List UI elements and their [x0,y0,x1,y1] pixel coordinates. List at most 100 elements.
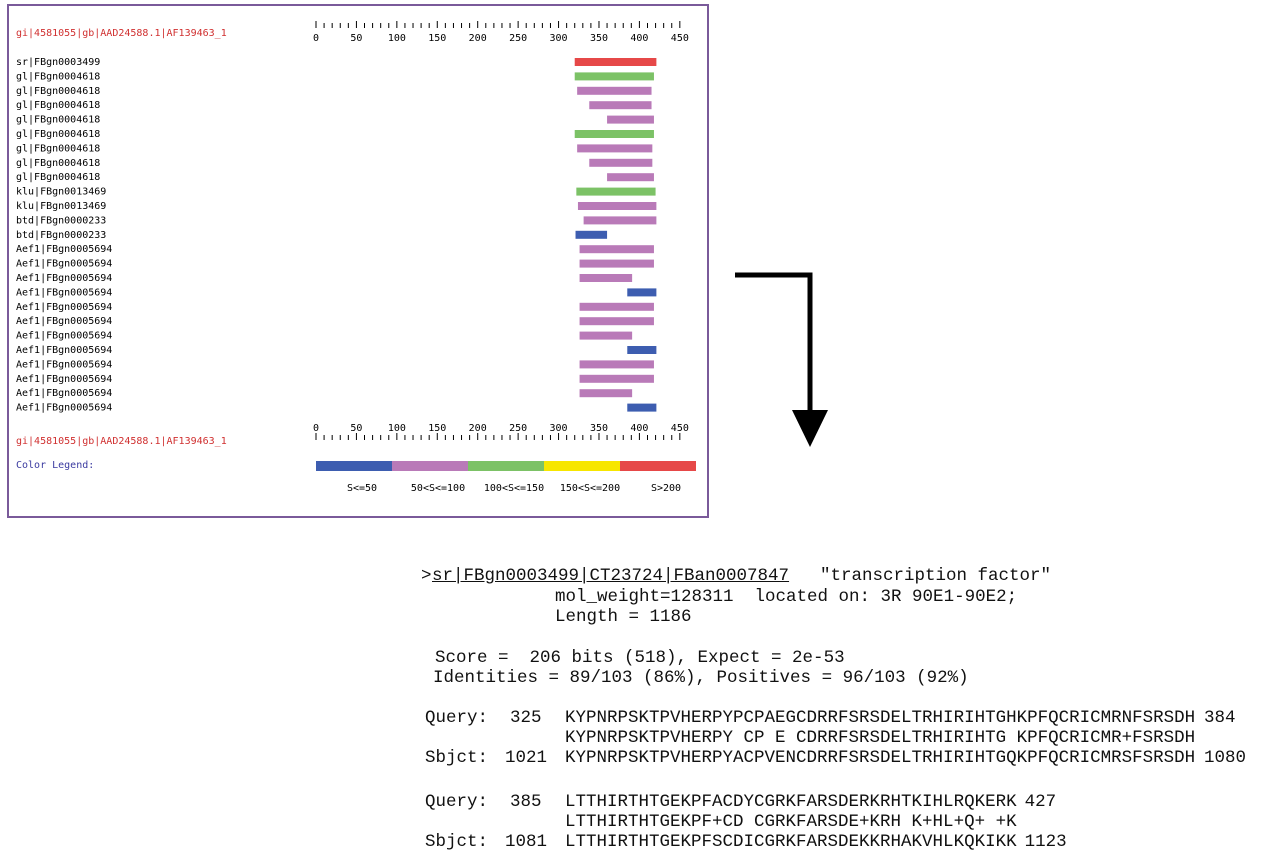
sbjct-end: 1123 [1024,832,1067,852]
ruler-tick-label: 200 [469,423,487,434]
arrow [735,272,828,447]
hit-label: klu|FBgn0013469 [16,187,106,198]
ruler-tick-label: 300 [550,423,568,434]
query-name: gi|4581055|gb|AAD24588.1|AF139463_1 [16,28,227,39]
length: Length = 1186 [555,607,692,627]
hit-bar [589,158,653,167]
legend-label: 150<S<=200 [560,483,620,494]
blast-graphic: gi|4581055|gb|AAD24588.1|AF139463_1 gi|4… [7,4,709,518]
ruler-tick-label: 0 [313,33,319,44]
ruler-tick-label: 150 [428,33,446,44]
hit-bar [579,389,633,398]
hit-label: Aef1|FBgn0005694 [16,302,112,313]
match-line: KYPNRPSKTPVHERPY CP E CDRRFSRSDELTRHIRIH… [565,728,1196,748]
hit-label: Aef1|FBgn0005694 [16,331,112,342]
hit-label: gl|FBgn0004618 [16,71,100,82]
hit-bar [575,230,608,239]
ruler-tick-label: 400 [630,33,648,44]
hit-bar [579,259,654,268]
hit-label: btd|FBgn0000233 [16,215,106,226]
hit-bar [579,274,633,282]
legend-swatch [468,461,544,471]
hit-label: gl|FBgn0004618 [16,86,100,97]
hit-label: gl|FBgn0004618 [16,115,100,126]
identities: Identities = 89/103 (86%), Positives = 9… [433,668,969,688]
ruler-tick-label: 0 [313,423,319,434]
query-start: 325 [510,708,542,728]
hit-label: Aef1|FBgn0005694 [16,273,112,284]
mol-weight: mol_weight=128311 located on: 3R 90E1-90… [555,587,1018,607]
sbjct-start: 1021 [505,748,548,768]
graphic-content: 0 50 100 150 200 250 300 350 400 450 0 50 100 150 200 2… [16,21,696,494]
hit-bar [579,331,633,340]
hit-label: Aef1|FBgn0005694 [16,388,112,399]
query-name: gi|4581055|gb|AAD24588.1|AF139463_1 [16,436,227,447]
query-seq: LTTHIRTHTGEKPFACDYCGRKFARSDERKRHTKIHLRQK… [565,792,1017,812]
legend-label: S>200 [651,483,681,494]
query-seq: KYPNRPSKTPVHERPYPCPAEGCDRRFSRSDELTRHIRIH… [565,708,1196,728]
hit-label: Aef1|FBgn0005694 [16,316,112,327]
ruler-tick-label: 450 [671,423,689,434]
description: "transcription factor" [820,566,1052,586]
ruler-tick-label: 250 [509,423,527,434]
ruler-tick-label: 350 [590,423,608,434]
match-line: LTTHIRTHTGEKPF+CD CGRKFARSDE+KRH K+HL+Q+… [565,812,1017,832]
ruler-tick-label: 50 [350,423,362,434]
query-label: Query: [425,792,489,812]
hit-bar [579,374,654,383]
query-label: Query: [425,708,489,728]
sbjct-seq: LTTHIRTHTGEKPFSCDICGRKFARSDEKKRHAKVHLKQK… [565,832,1017,852]
sbjct-label: Sbjct: [425,748,489,768]
prefix: > [421,566,432,586]
ruler-tick-label: 450 [671,33,689,44]
hit-label: Aef1|FBgn0005694 [16,345,112,356]
arrow-line [735,272,813,415]
hit-bar [574,130,654,138]
legend-swatch [392,461,468,471]
ruler-tick-label: 400 [630,423,648,434]
hit-label: gl|FBgn0004618 [16,172,100,183]
hit-label: gl|FBgn0004618 [16,100,100,111]
hit-bar [583,216,657,225]
legend-swatch [316,461,392,471]
ruler-tick-label: 300 [550,33,568,44]
hit-bar [574,72,654,81]
hit-bar [627,288,657,297]
hit-label: Aef1|FBgn0005694 [16,244,112,255]
hit-bar [607,173,654,182]
legend-label: 100<S<=150 [484,483,544,494]
hit-link[interactable]: sr|FBgn0003499|CT23724|FBan0007847 [432,566,790,586]
hit-label: klu|FBgn0013469 [16,201,106,212]
score: Score = 206 bits (518), Expect = 2e-53 [435,648,845,668]
query-start: 385 [510,792,542,812]
hit-label: gl|FBgn0004618 [16,143,100,154]
legend-swatch [544,461,620,471]
hit-label: gl|FBgn0004618 [16,129,100,140]
hit-bar [627,346,657,354]
query-end: 384 [1204,708,1236,728]
ruler-tick-label: 100 [388,423,406,434]
hit-label: Aef1|FBgn0005694 [16,374,112,385]
hit-bar [607,115,654,124]
hit-label: Aef1|FBgn0005694 [16,259,112,270]
sbjct-start: 1081 [505,832,548,852]
hit-bar [576,187,656,196]
legend-title: Color Legend: [16,460,94,471]
hit-bar [627,403,657,412]
hit-bar [579,360,654,369]
ruler-tick-label: 350 [590,33,608,44]
hit-label: Aef1|FBgn0005694 [16,287,112,298]
hit-bar [574,58,657,66]
hit-label: gl|FBgn0004618 [16,158,100,169]
hit-label: Aef1|FBgn0005694 [16,359,112,370]
ruler-tick-label: 100 [388,33,406,44]
ruler-tick-label: 150 [428,423,446,434]
hit-bar [589,101,652,110]
legend-label: 50<S<=100 [411,483,465,494]
legend-swatch [620,461,696,471]
hit-label: sr|FBgn0003499 [16,57,100,68]
hit-label: Aef1|FBgn0005694 [16,403,112,414]
ruler-tick-label: 250 [509,33,527,44]
ruler-tick-label: 50 [350,33,362,44]
hit-bar [579,317,654,326]
